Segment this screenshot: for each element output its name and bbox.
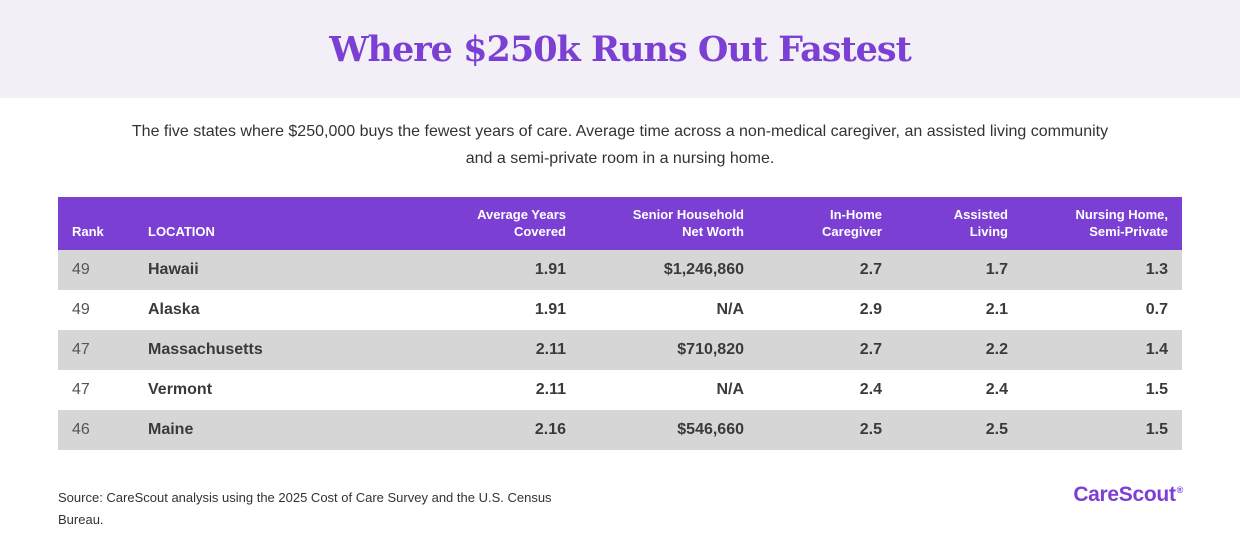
col-header-net-worth-line1: Senior Household [632, 207, 744, 222]
cell-location: Maine [148, 421, 194, 438]
col-header-assisted-line1: Assisted [953, 207, 1008, 222]
page-title: Where $250k Runs Out Fastest [329, 28, 912, 70]
logo-text: CareScout [1073, 483, 1176, 506]
cell-location: Massachusetts [148, 341, 263, 358]
col-header-caregiver: In-Home Caregiver [744, 197, 882, 250]
cell-location: Alaska [148, 301, 200, 318]
col-header-caregiver-line1: In-Home [830, 207, 882, 222]
cell-net-worth: $546,660 [677, 421, 744, 438]
cell-caregiver: 2.7 [859, 341, 882, 358]
cell-nursing: 1.4 [1145, 341, 1168, 358]
cell-assisted: 2.4 [985, 381, 1008, 398]
cell-avg-years: 2.11 [535, 341, 566, 358]
table-row: 49 Alaska 1.91 N/A 2.9 2.1 0.7 [58, 290, 1182, 330]
cell-avg-years: 1.91 [534, 301, 566, 318]
cell-nursing: 0.7 [1145, 301, 1168, 318]
col-header-avg-years: Average Years Covered [378, 197, 566, 250]
cell-location: Vermont [148, 381, 213, 398]
cell-avg-years: 1.91 [534, 261, 566, 278]
col-header-location-label: LOCATION [148, 224, 215, 239]
table-row: 46 Maine 2.16 $546,660 2.5 2.5 1.5 [58, 410, 1182, 450]
cell-caregiver: 2.9 [859, 301, 882, 318]
cell-location: Hawaii [148, 261, 199, 278]
col-header-avg-years-line2: Covered [513, 224, 566, 239]
col-header-nursing-line1: Nursing Home, [1075, 207, 1168, 222]
table-row: 47 Massachusetts 2.11 $710,820 2.7 2.2 1… [58, 330, 1182, 370]
table-body: 49 Hawaii 1.91 $1,246,860 2.7 1.7 1.3 49… [58, 250, 1182, 450]
table-header-row: Rank LOCATION Average Years Covered Senio… [58, 197, 1182, 250]
cell-caregiver: 2.4 [859, 381, 882, 398]
cell-avg-years: 2.11 [535, 381, 566, 398]
cell-rank: 49 [72, 261, 90, 278]
table-header: Rank LOCATION Average Years Covered Senio… [58, 197, 1182, 250]
source-note: Source: CareScout analysis using the 202… [58, 490, 552, 527]
cell-nursing: 1.3 [1145, 261, 1168, 278]
col-header-location: LOCATION [148, 197, 378, 250]
cell-net-worth: N/A [716, 381, 744, 398]
col-header-avg-years-line1: Average Years [477, 207, 566, 222]
cell-rank: 49 [72, 301, 90, 318]
cell-net-worth: $1,246,860 [663, 261, 744, 278]
col-header-rank-label: Rank [72, 224, 104, 239]
col-header-assisted-line2: Living [969, 224, 1008, 239]
cell-caregiver: 2.5 [859, 421, 882, 438]
cell-rank: 46 [72, 421, 90, 438]
cell-caregiver: 2.7 [859, 261, 882, 278]
registered-mark: ® [1176, 485, 1184, 495]
cell-net-worth: N/A [716, 301, 744, 318]
carescout-logo: CareScout® [1073, 483, 1184, 507]
table-row: 47 Vermont 2.11 N/A 2.4 2.4 1.5 [58, 370, 1182, 410]
cell-net-worth: $710,820 [677, 341, 744, 358]
cell-assisted: 2.5 [985, 421, 1008, 438]
data-table: Rank LOCATION Average Years Covered Senio… [58, 197, 1182, 450]
col-header-nursing-line2: Semi-Private [1089, 224, 1168, 239]
col-header-net-worth-line2: Net Worth [682, 224, 744, 239]
cell-assisted: 2.1 [985, 301, 1008, 318]
page-subtitle: The five states where $250,000 buys the … [131, 123, 1109, 167]
col-header-nursing: Nursing Home, Semi-Private [1008, 197, 1182, 250]
cell-avg-years: 2.16 [534, 421, 566, 438]
cell-nursing: 1.5 [1145, 421, 1168, 438]
cell-assisted: 2.2 [985, 341, 1008, 358]
table-row: 49 Hawaii 1.91 $1,246,860 2.7 1.7 1.3 [58, 250, 1182, 290]
cell-rank: 47 [72, 381, 90, 398]
col-header-rank: Rank [58, 197, 148, 250]
col-header-net-worth: Senior Household Net Worth [566, 197, 744, 250]
cell-nursing: 1.5 [1145, 381, 1168, 398]
cell-assisted: 1.7 [985, 261, 1008, 278]
col-header-assisted: Assisted Living [882, 197, 1008, 250]
title-banner: Where $250k Runs Out Fastest [0, 0, 1240, 98]
cell-rank: 47 [72, 341, 90, 358]
col-header-caregiver-line2: Caregiver [822, 224, 882, 239]
